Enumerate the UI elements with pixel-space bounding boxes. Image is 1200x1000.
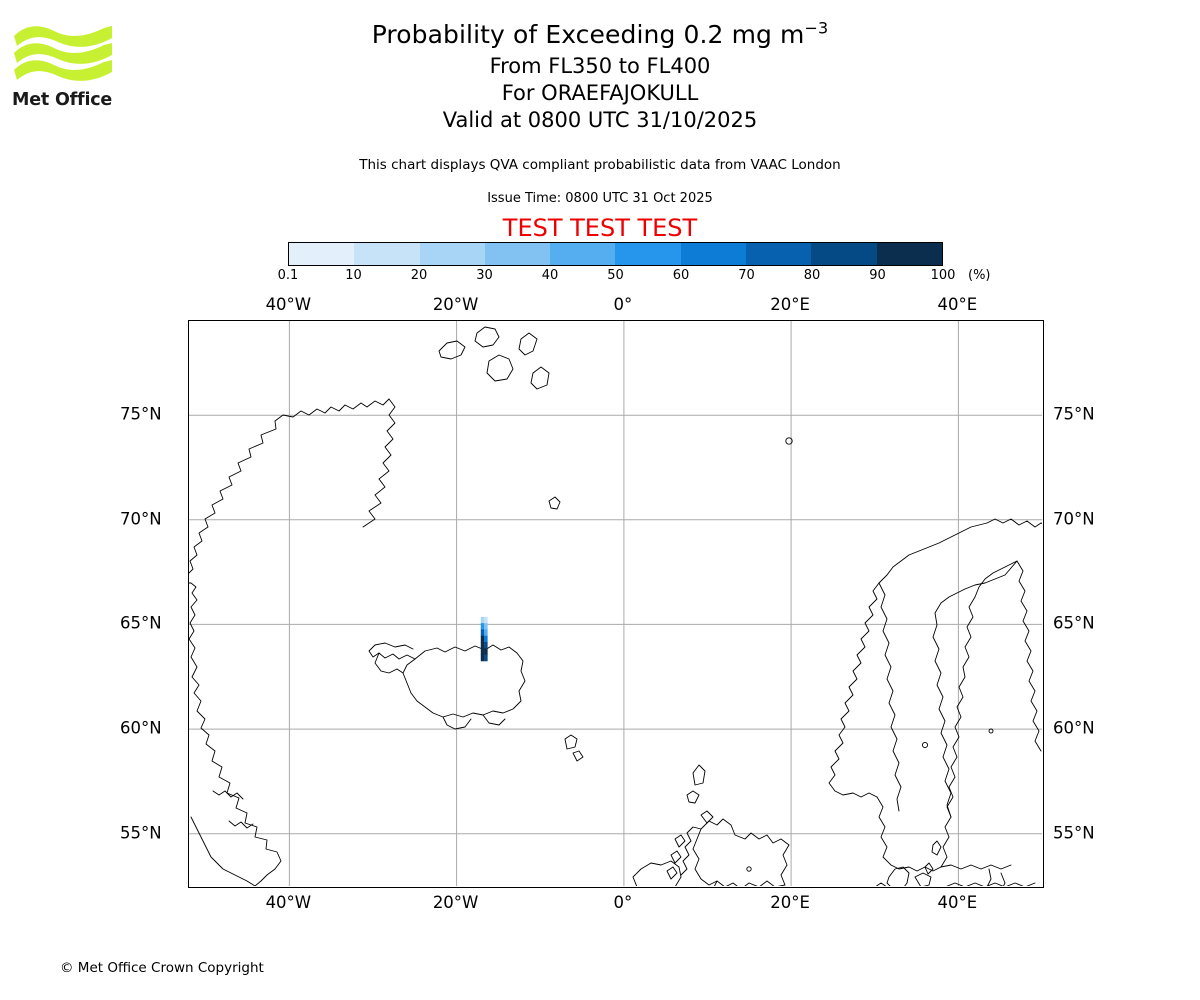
map-plot-area[interactable] — [188, 320, 1044, 888]
ash-cell-3 — [484, 623, 488, 630]
chart-title: Probability of Exceeding 0.2 mg m−3 — [0, 18, 1200, 49]
ash-cell-0 — [480, 616, 485, 624]
ash-cell-4 — [480, 629, 485, 637]
axis-label-right-60: 60°N — [1053, 718, 1095, 738]
colorbar-band-6 — [680, 243, 747, 265]
axis-label-top--20: 20°W — [432, 295, 479, 314]
axis-label-bottom--40: 40°W — [265, 893, 312, 912]
colorbar-band-9 — [876, 243, 942, 265]
colorbar-tick-90: 90 — [869, 268, 886, 283]
axis-label-left-65: 65°N — [120, 613, 162, 633]
colorbar-unit-label: (%) — [968, 268, 991, 283]
copyright-notice: © Met Office Crown Copyright — [60, 960, 264, 976]
colorbar-band-3 — [484, 243, 551, 265]
issue-time-label: Issue Time: 0800 UTC 31 Oct 2025 — [487, 191, 713, 206]
met-office-logo: Met Office — [12, 22, 127, 117]
colorbar-band-5 — [615, 243, 681, 265]
ash-cell-1 — [484, 616, 488, 624]
ash-cell-10 — [480, 648, 485, 655]
colorbar-bands — [288, 242, 943, 266]
colorbar-tick-80: 80 — [803, 268, 821, 283]
ash-cell-7 — [484, 635, 488, 643]
met-office-wave-icon — [14, 26, 112, 81]
axis-label-bottom-20: 20°E — [770, 893, 810, 912]
colorbar-tick-70: 70 — [738, 268, 755, 283]
met-office-logo-text: Met Office — [12, 90, 113, 110]
colorbar-tick-0.1: 0.1 — [277, 268, 299, 283]
axis-label-bottom-0: 0° — [613, 893, 633, 912]
map-graphic — [189, 321, 1042, 886]
colorbar-tick-20: 20 — [410, 268, 428, 283]
chart-title-block: Probability of Exceeding 0.2 mg m−3 From… — [0, 18, 1200, 132]
map-gridlines — [189, 321, 1042, 886]
axis-label-top--40: 40°W — [265, 295, 312, 314]
ash-cell-12 — [480, 654, 485, 662]
colorbar-tick-60: 60 — [672, 268, 690, 283]
ash-cell-8 — [480, 642, 485, 649]
colorbar-band-0 — [289, 243, 355, 265]
colorbar-tick-10: 10 — [345, 268, 362, 283]
chart-caption: This chart displays QVA compliant probab… — [359, 157, 841, 173]
axis-label-left-55: 55°N — [120, 823, 162, 843]
colorbar-band-8 — [811, 243, 877, 265]
ash-probability-cells — [480, 616, 488, 662]
ash-cell-13 — [484, 654, 488, 662]
chart-title-text: Probability of Exceeding 0.2 mg m — [371, 20, 805, 49]
test-banner: TEST TEST TEST — [502, 214, 698, 242]
map-coastlines — [189, 326, 1042, 886]
ash-cell-5 — [484, 629, 488, 637]
axis-label-left-75: 75°N — [120, 404, 162, 424]
axis-label-left-60: 60°N — [120, 718, 162, 738]
axis-label-top-20: 20°E — [770, 295, 810, 314]
chart-title-exponent: −3 — [804, 18, 829, 38]
colorbar-tick-30: 30 — [476, 268, 493, 283]
colorbar-band-7 — [746, 243, 812, 265]
axis-label-left-70: 70°N — [120, 509, 162, 529]
colorbar-band-4 — [550, 243, 616, 265]
ash-cell-11 — [484, 648, 488, 655]
colorbar-tick-100: 100 — [930, 268, 956, 283]
axis-label-right-55: 55°N — [1053, 823, 1095, 843]
ash-cell-6 — [480, 635, 485, 643]
colorbar-tick-labels: 0.1 10 20 30 40 50 60 70 80 90 100 — [278, 268, 956, 286]
axis-label-right-75: 75°N — [1053, 404, 1095, 424]
chart-subtitle-volcano: For ORAEFAJOKULL — [501, 81, 699, 105]
chart-subtitle-flight-levels: From FL350 to FL400 — [489, 54, 711, 78]
colorbar-band-2 — [419, 243, 485, 265]
axis-label-right-70: 70°N — [1053, 509, 1095, 529]
probability-colorbar — [288, 242, 943, 266]
chart-subtitle-valid-time: Valid at 0800 UTC 31/10/2025 — [442, 108, 758, 132]
axis-label-bottom--20: 20°W — [432, 893, 479, 912]
ash-cell-2 — [480, 623, 485, 630]
colorbar-band-1 — [354, 243, 420, 265]
colorbar-tick-50: 50 — [607, 268, 624, 283]
axis-label-right-65: 65°N — [1053, 613, 1095, 633]
colorbar-tick-40: 40 — [541, 268, 559, 283]
axis-label-bottom-40: 40°E — [937, 893, 978, 912]
axis-label-top-40: 40°E — [937, 295, 978, 314]
ash-cell-9 — [484, 642, 488, 649]
axis-label-top-0: 0° — [613, 295, 633, 314]
